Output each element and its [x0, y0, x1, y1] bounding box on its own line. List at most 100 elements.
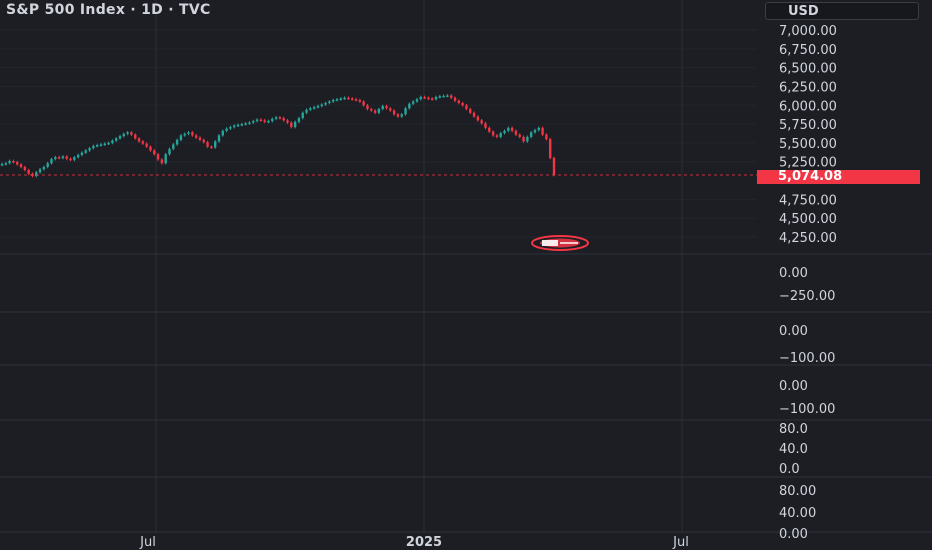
candle-body [16, 162, 19, 165]
indicator-tick-label: −100.00 [779, 402, 835, 417]
candle-body [153, 150, 156, 155]
candle-body [434, 96, 438, 100]
price-axis[interactable]: 7,000.00 6,750.00 6,500.00 6,250.00 6,000.00… [779, 24, 837, 246]
candle-body [0, 163, 4, 166]
candle-body [507, 127, 510, 131]
candle-body [343, 97, 346, 100]
candle-body [278, 117, 282, 119]
flag-marker[interactable] [531, 235, 589, 251]
candle-body [46, 163, 49, 167]
price-tick-label: 6,750.00 [779, 43, 837, 58]
candle-body [240, 124, 244, 126]
candle-body [526, 136, 529, 142]
candle-body [442, 95, 445, 98]
candle-body [122, 133, 126, 137]
candle-body [548, 139, 552, 158]
indicator-tick-label: 0.00 [779, 379, 808, 394]
candle-body [518, 134, 521, 137]
candle-body [419, 96, 422, 100]
price-tick-label: 4,250.00 [779, 231, 837, 246]
candle-body [430, 98, 434, 100]
flag-marker-glyph [542, 240, 558, 246]
candle-body [8, 160, 11, 164]
candle-body [320, 104, 323, 107]
candle-body [347, 97, 350, 100]
candle-body [366, 105, 369, 110]
candle-body [23, 166, 27, 171]
candle-body [27, 170, 30, 174]
candle-body [332, 100, 335, 102]
candle-body [69, 158, 72, 161]
candle-body [50, 159, 53, 164]
candle-body [76, 154, 80, 158]
candle-body [183, 133, 186, 136]
indicator-tick-label: 0.00 [779, 266, 808, 281]
candle-body [453, 97, 457, 101]
candle-body [282, 118, 285, 121]
time-tick-label: 2025 [406, 535, 442, 550]
candle-body [248, 122, 251, 125]
candle-body [191, 132, 194, 136]
candle-body [297, 118, 301, 122]
candle-body [255, 119, 259, 122]
indicator-tick-label: 40.0 [779, 442, 808, 457]
candle-body [324, 103, 327, 105]
candle-body [385, 106, 388, 109]
candle-body [252, 121, 255, 123]
candle-body [461, 103, 464, 106]
candle-body [130, 132, 133, 135]
indicator-tick-label: 40.00 [779, 506, 816, 521]
candle-body [244, 123, 247, 125]
price-tick-label: 5,250.00 [779, 156, 837, 171]
candle-body [126, 132, 129, 134]
candle-body [164, 154, 167, 164]
candle-body [381, 106, 384, 110]
candle-body [134, 134, 137, 139]
candle-body [457, 100, 461, 104]
candle-body [488, 127, 491, 132]
indicator-tick-label: 0.00 [779, 527, 808, 542]
candle-body [510, 127, 514, 131]
candle-body [156, 154, 160, 160]
candle-body [404, 108, 407, 115]
candle-body [351, 98, 354, 100]
candle-body [373, 110, 377, 113]
candle-body [187, 132, 190, 134]
candle-body [263, 120, 266, 122]
indicator-tick-label: 80.00 [779, 484, 816, 499]
candle-body [503, 130, 506, 134]
price-candles[interactable] [0, 94, 556, 178]
price-tick-label: 4,500.00 [779, 212, 837, 227]
candle-body [19, 164, 23, 167]
candle-body [271, 118, 274, 122]
candle-body [225, 128, 228, 131]
candle-body [480, 120, 483, 124]
candle-body [491, 131, 495, 136]
candle-body [423, 96, 426, 99]
time-tick-label: Jul [139, 535, 156, 550]
candle-body [4, 163, 8, 165]
candle-body [217, 135, 221, 142]
candle-body [84, 150, 87, 153]
candle-body [389, 108, 392, 111]
candle-body [198, 137, 202, 140]
candle-body [111, 140, 114, 143]
indicator-axes: 0.00 −250.00 0.00 −100.00 0.00 −100.00 80.0 40.… [779, 266, 835, 542]
currency-button[interactable]: USD [765, 2, 919, 20]
candle-body [312, 107, 316, 109]
price-tick-label: 7,000.00 [779, 24, 837, 39]
time-axis[interactable]: Jul 2025 Jul [139, 535, 689, 550]
candle-body [309, 108, 312, 110]
candle-body [168, 148, 171, 155]
candle-body [286, 120, 289, 123]
candle-body [103, 143, 106, 146]
indicator-tick-label: 0.00 [779, 324, 808, 339]
candle-body [57, 157, 61, 159]
candle-body [54, 157, 57, 160]
candle-body [522, 136, 525, 142]
candle-body [339, 98, 343, 100]
candle-body [145, 143, 148, 147]
candle-body [179, 135, 183, 140]
